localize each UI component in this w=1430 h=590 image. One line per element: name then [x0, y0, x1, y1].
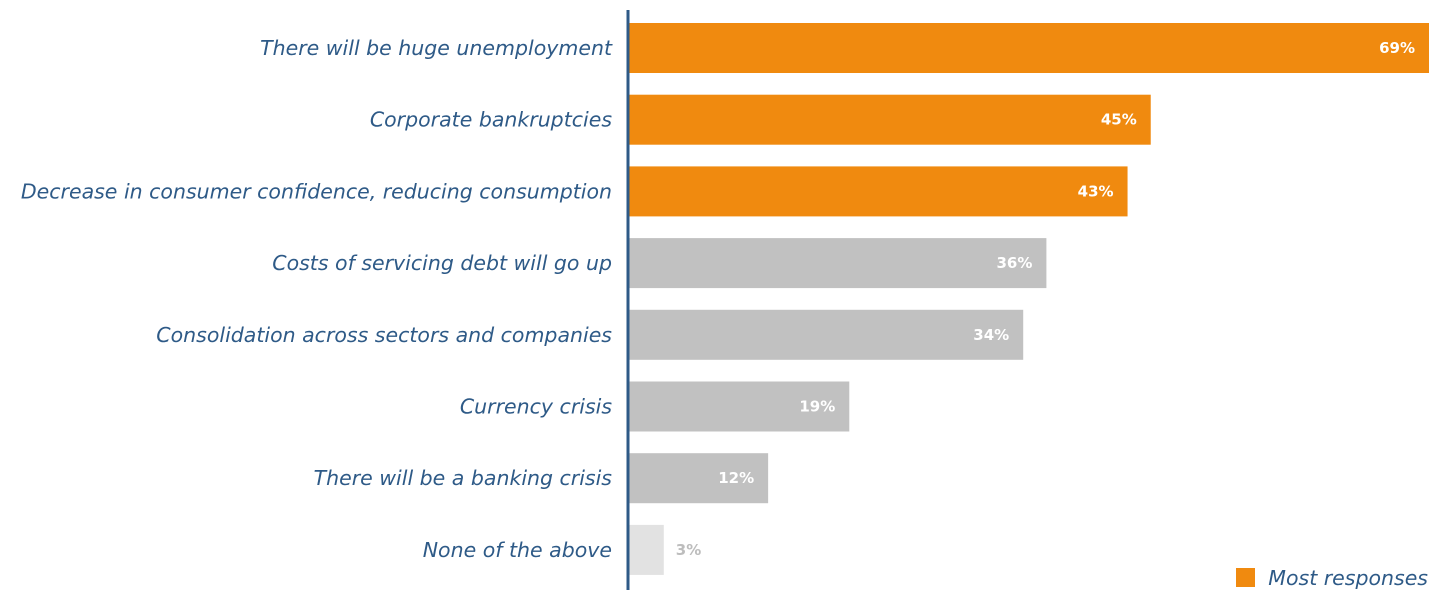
bar-decrease-in-consumer-confidence-reducing-consumption	[629, 166, 1128, 217]
bar-none-of-the-above	[629, 524, 664, 575]
value-label-consolidation-across-sectors-and-companies: 34%	[973, 326, 1009, 344]
value-label-costs-of-servicing-debt-will-go-up: 36%	[996, 254, 1032, 272]
bar-corporate-bankruptcies	[629, 94, 1151, 145]
category-label-consolidation-across-sectors-and-companies: Consolidation across sectors and compani…	[156, 323, 612, 347]
category-label-costs-of-servicing-debt-will-go-up: Costs of servicing debt will go up	[272, 251, 612, 275]
value-label-corporate-bankruptcies: 45%	[1101, 111, 1137, 129]
category-label-corporate-bankruptcies: Corporate bankruptcies	[370, 108, 612, 132]
bar-costs-of-servicing-debt-will-go-up	[629, 238, 1047, 289]
value-label-none-of-the-above: 3%	[676, 541, 701, 559]
bar-there-will-be-a-banking-crisis	[629, 453, 769, 504]
legend-label: Most responses	[1268, 566, 1428, 590]
category-label-currency-crisis: Currency crisis	[460, 395, 612, 419]
bar-there-will-be-huge-unemployment	[629, 23, 1429, 73]
value-label-there-will-be-huge-unemployment: 69%	[1379, 39, 1415, 57]
category-label-none-of-the-above: None of the above	[423, 538, 612, 562]
value-label-decrease-in-consumer-confidence-reducing-consumption: 43%	[1078, 182, 1114, 200]
bar-consolidation-across-sectors-and-companies	[629, 309, 1024, 360]
category-label-there-will-be-huge-unemployment: There will be huge unemployment	[260, 36, 613, 60]
value-label-currency-crisis: 19%	[799, 398, 835, 416]
category-label-there-will-be-a-banking-crisis: There will be a banking crisis	[314, 466, 613, 490]
category-label-decrease-in-consumer-confidence-reducing-consumption: Decrease in consumer confidence, reducin…	[21, 179, 612, 203]
bars-layer	[629, 23, 1429, 575]
legend: Most responses	[1236, 566, 1428, 590]
value-label-there-will-be-a-banking-crisis: 12%	[718, 469, 754, 487]
category-labels: There will be huge unemployment Corporate…	[21, 36, 613, 562]
bar-currency-crisis	[629, 381, 850, 432]
legend-swatch	[1236, 568, 1255, 587]
value-labels: 69% 45% 43% 36% 34% 19% 12% 3%	[676, 39, 1415, 559]
